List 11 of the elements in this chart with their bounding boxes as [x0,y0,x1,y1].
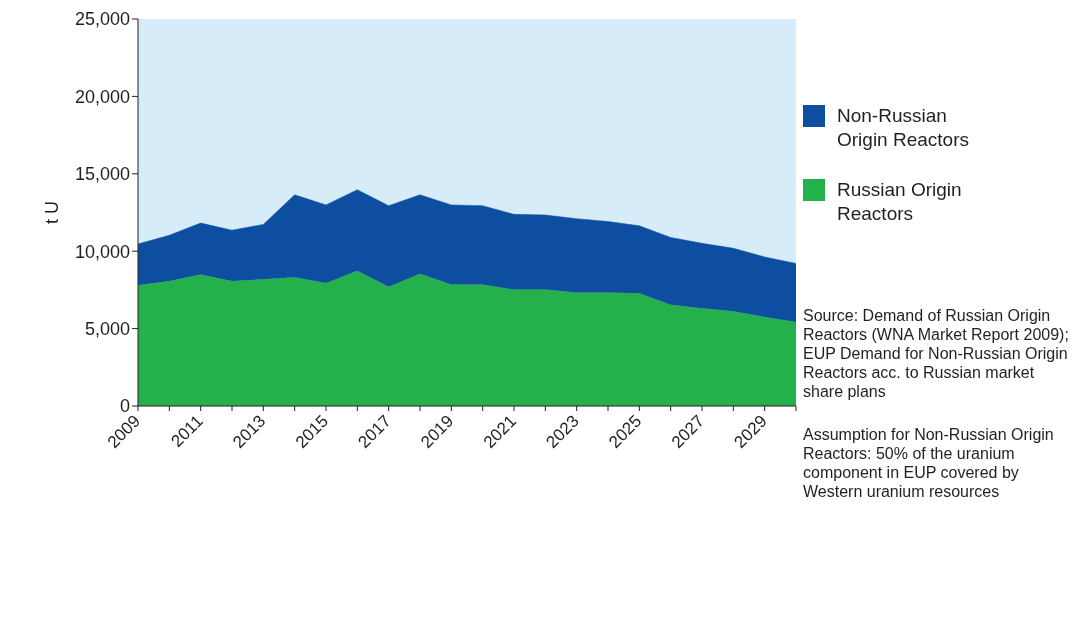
y-tick-label: 5,000 [84,318,130,339]
y-tick-label: 0 [119,396,130,417]
y-tick-label: 15,000 [74,164,130,185]
y-tick-label: 25,000 [74,9,130,30]
y-axis-title: t U [42,200,63,225]
y-tick-label: 20,000 [74,86,130,107]
y-tick-label: 10,000 [74,241,130,262]
legend-label: Russian Origin Reactors [837,178,963,226]
legend-label: Non-Russian Origin Reactors [837,104,970,152]
text: Assumption for Non-Russian Origin Reactors: 50% of the uranium component in EUP covered by Western uranium resources [803,425,1055,501]
source-note: Source: Demand of Russian Origin Reactors (WNA Market Report 2009); EUP Demand for Non-Russian Origin Reactors acc. to Russian market share plans [803,306,1070,401]
